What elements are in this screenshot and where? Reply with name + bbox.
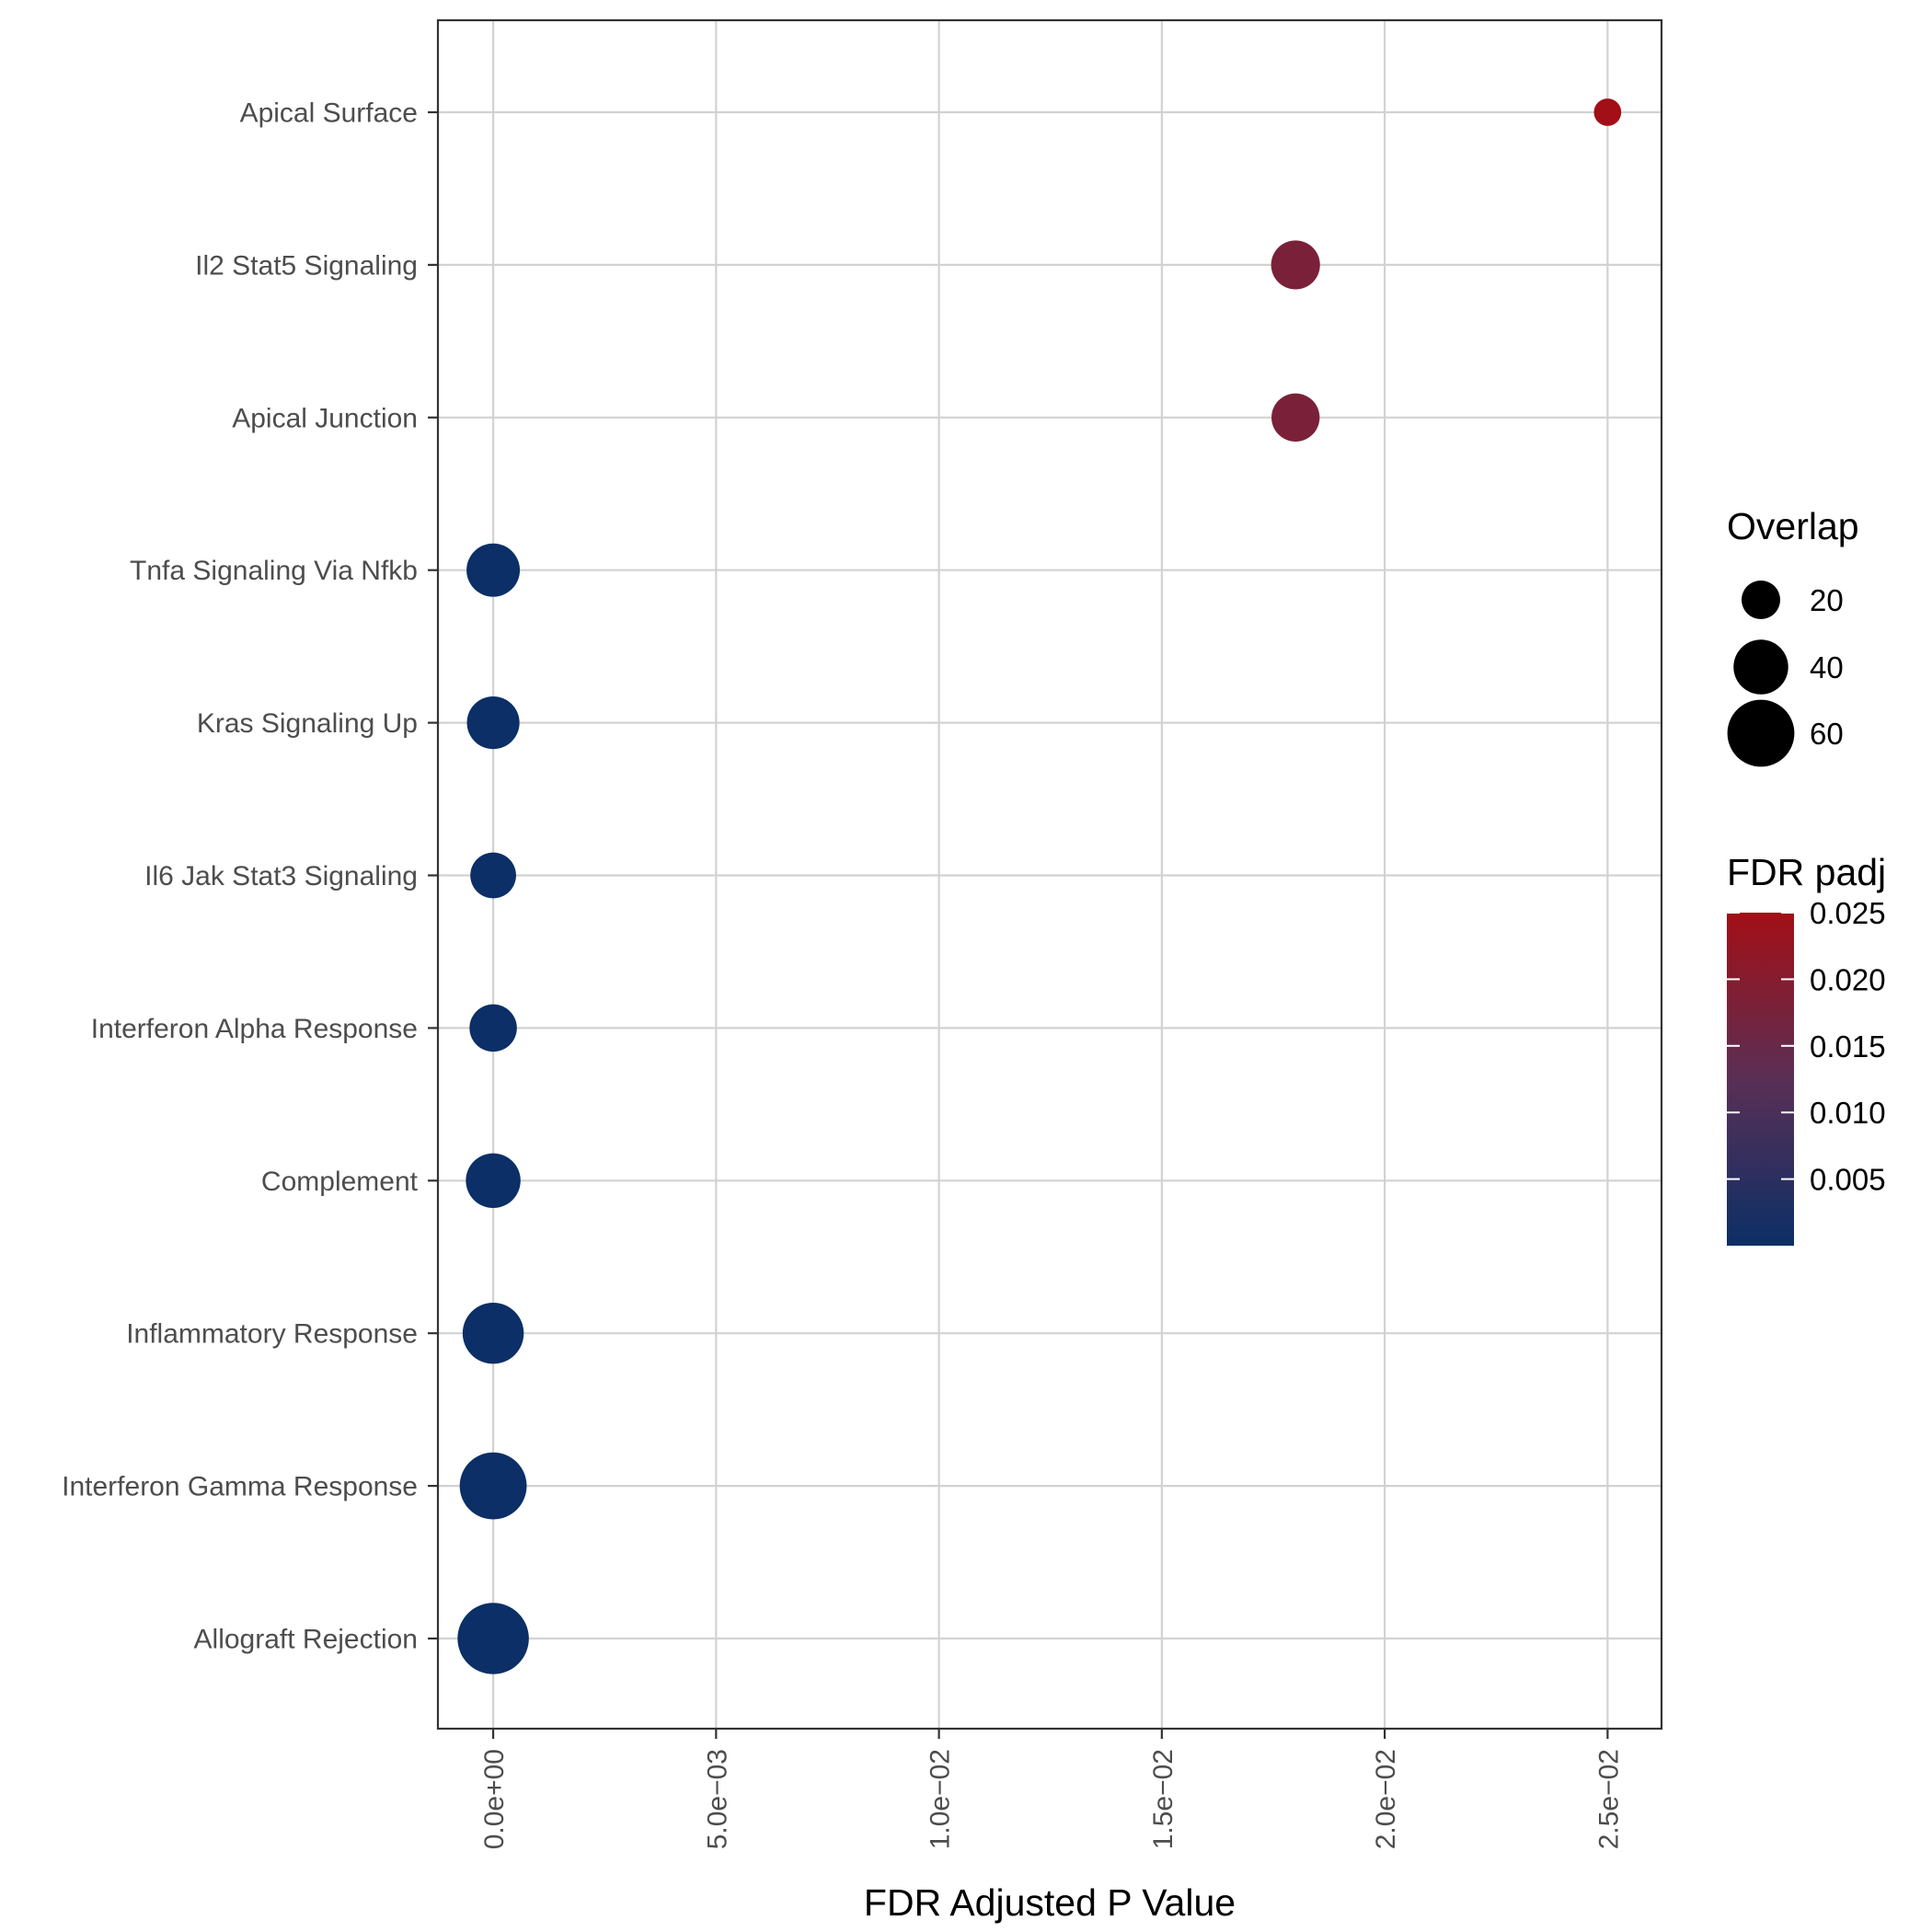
point [466,543,521,597]
point [462,1302,524,1364]
overlap-legend-label: 40 [1810,650,1844,684]
x-axis: 0.0e+00 5.0e−03 1.0e−02 1.5e−02 2.0e−02 2.5e−… [479,1729,1624,1849]
fdr-legend-label: 0.025 [1810,896,1886,930]
x-tick-label: 5.0e−03 [702,1749,732,1849]
point [1271,240,1320,290]
fdr-legend-label: 0.005 [1810,1163,1886,1197]
point [466,696,520,750]
y-tick-label: Apical Junction [232,403,418,433]
y-tick-label: Apical Surface [240,98,418,129]
point [459,1452,527,1520]
y-tick-label: Kras Signaling Up [197,708,418,739]
fdr-colorbar [1727,913,1794,1246]
y-tick-label: Interferon Alpha Response [91,1014,418,1044]
fdr-legend-title: FDR padj [1727,851,1886,893]
x-tick-label: 2.0e−02 [1371,1749,1401,1849]
point [1593,98,1622,126]
x-tick-label: 0.0e+00 [479,1749,510,1849]
overlap-legend-key [1733,639,1788,695]
overlap-legend-title: Overlap [1727,505,1859,547]
x-tick-label: 2.5e−02 [1593,1749,1624,1849]
y-tick-label: Complement [261,1167,419,1197]
fdr-legend: FDR padj 0.005 0.010 0.015 0.020 0.025 [1727,851,1886,1246]
point [457,1603,529,1674]
point [466,1153,521,1209]
y-tick-label: Inflammatory Response [126,1319,418,1350]
grid-lines [438,20,1662,1729]
y-tick-label: Interferon Gamma Response [62,1472,418,1502]
x-tick-label: 1.5e−02 [1148,1749,1179,1849]
x-tick-label: 1.0e−02 [926,1749,956,1849]
fdr-legend-label: 0.020 [1810,962,1886,996]
fdr-legend-label: 0.015 [1810,1029,1886,1064]
y-tick-label: Il6 Jak Stat3 Signaling [144,861,418,891]
overlap-legend: Overlap 20 40 60 [1727,505,1859,767]
overlap-legend-label: 20 [1810,583,1844,617]
overlap-legend-key [1727,699,1795,767]
point [470,852,516,899]
overlap-legend-key [1741,580,1781,620]
y-axis: Apical Surface Il2 Stat5 Signaling Apical … [62,98,438,1655]
fdr-legend-label: 0.010 [1810,1096,1886,1130]
overlap-legend-label: 60 [1810,717,1844,751]
point [469,1004,517,1052]
x-axis-title: FDR Adjusted P Value [864,1881,1236,1924]
data-points [457,98,1622,1674]
y-tick-label: Il2 Stat5 Signaling [195,250,418,281]
y-tick-label: Tnfa Signaling Via Nfkb [130,556,418,586]
y-tick-label: Allograft Rejection [194,1625,418,1655]
point [1271,393,1320,442]
